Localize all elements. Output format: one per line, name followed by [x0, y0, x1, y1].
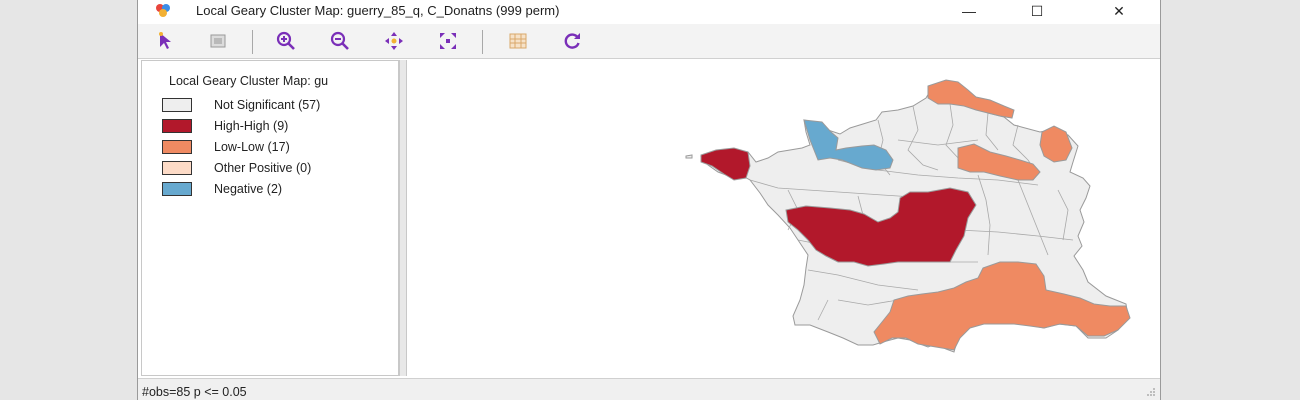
- resize-grip-icon[interactable]: [1146, 387, 1156, 397]
- pan-icon[interactable]: [382, 30, 406, 52]
- legend-label: Negative (2): [214, 181, 283, 196]
- legend-label: Low-Low (17): [214, 139, 290, 154]
- fit-extent-icon[interactable]: [436, 30, 460, 52]
- toolbar: [138, 24, 1160, 59]
- zoom-out-icon[interactable]: [328, 30, 352, 52]
- legend-item-high-high[interactable]: High-High (9): [162, 117, 288, 134]
- region-island: [685, 154, 693, 159]
- status-text: #obs=85 p <= 0.05: [142, 385, 247, 399]
- maximize-button[interactable]: ☐: [1030, 2, 1044, 19]
- legend-swatch: [162, 181, 192, 196]
- geoda-app-icon: [156, 4, 170, 17]
- window-title: Local Geary Cluster Map: guerry_85_q, C_…: [196, 3, 560, 18]
- status-bar: #obs=85 p <= 0.05: [138, 378, 1160, 400]
- legend-item-other-positive[interactable]: Other Positive (0): [162, 159, 311, 176]
- region-high-high-brittany[interactable]: [700, 147, 751, 181]
- legend-label: Other Positive (0): [214, 160, 312, 175]
- region-low-low-paris[interactable]: [957, 143, 1041, 181]
- select-map-icon[interactable]: [206, 30, 230, 52]
- legend-item-not-significant[interactable]: Not Significant (57): [162, 96, 320, 113]
- map-canvas[interactable]: [407, 60, 1160, 376]
- refresh-icon[interactable]: [560, 30, 584, 52]
- legend-swatch: [162, 97, 192, 112]
- minimize-button[interactable]: —: [962, 3, 976, 19]
- legend-swatch: [162, 118, 192, 133]
- france-departments-map[interactable]: [407, 60, 1160, 376]
- region-low-low-south[interactable]: [873, 261, 1131, 351]
- cluster-map-window: Local Geary Cluster Map: guerry_85_q, C_…: [137, 0, 1161, 400]
- region-low-low-north[interactable]: [927, 79, 1015, 119]
- region-high-high-west-centre[interactable]: [785, 187, 977, 267]
- legend-swatch: [162, 160, 192, 175]
- legend-label: Not Significant (57): [214, 97, 321, 112]
- toolbar-separator: [252, 30, 253, 54]
- region-negative[interactable]: [803, 119, 894, 171]
- select-arrow-icon[interactable]: [154, 30, 178, 52]
- legend-title: Local Geary Cluster Map: gu: [169, 74, 329, 88]
- pane-splitter[interactable]: [399, 60, 407, 376]
- legend-swatch: [162, 139, 192, 154]
- title-bar: Local Geary Cluster Map: guerry_85_q, C_…: [138, 0, 1160, 22]
- legend-label: High-High (9): [214, 118, 289, 133]
- basemap-icon[interactable]: [506, 30, 530, 52]
- close-button[interactable]: ✕: [1113, 2, 1125, 19]
- zoom-in-icon[interactable]: [274, 30, 298, 52]
- toolbar-separator: [482, 30, 483, 54]
- legend-item-low-low[interactable]: Low-Low (17): [162, 138, 290, 155]
- legend-item-negative[interactable]: Negative (2): [162, 180, 282, 197]
- region-low-low-east[interactable]: [1039, 125, 1073, 163]
- legend-pane: Local Geary Cluster Map: gu Not Signific…: [141, 60, 399, 376]
